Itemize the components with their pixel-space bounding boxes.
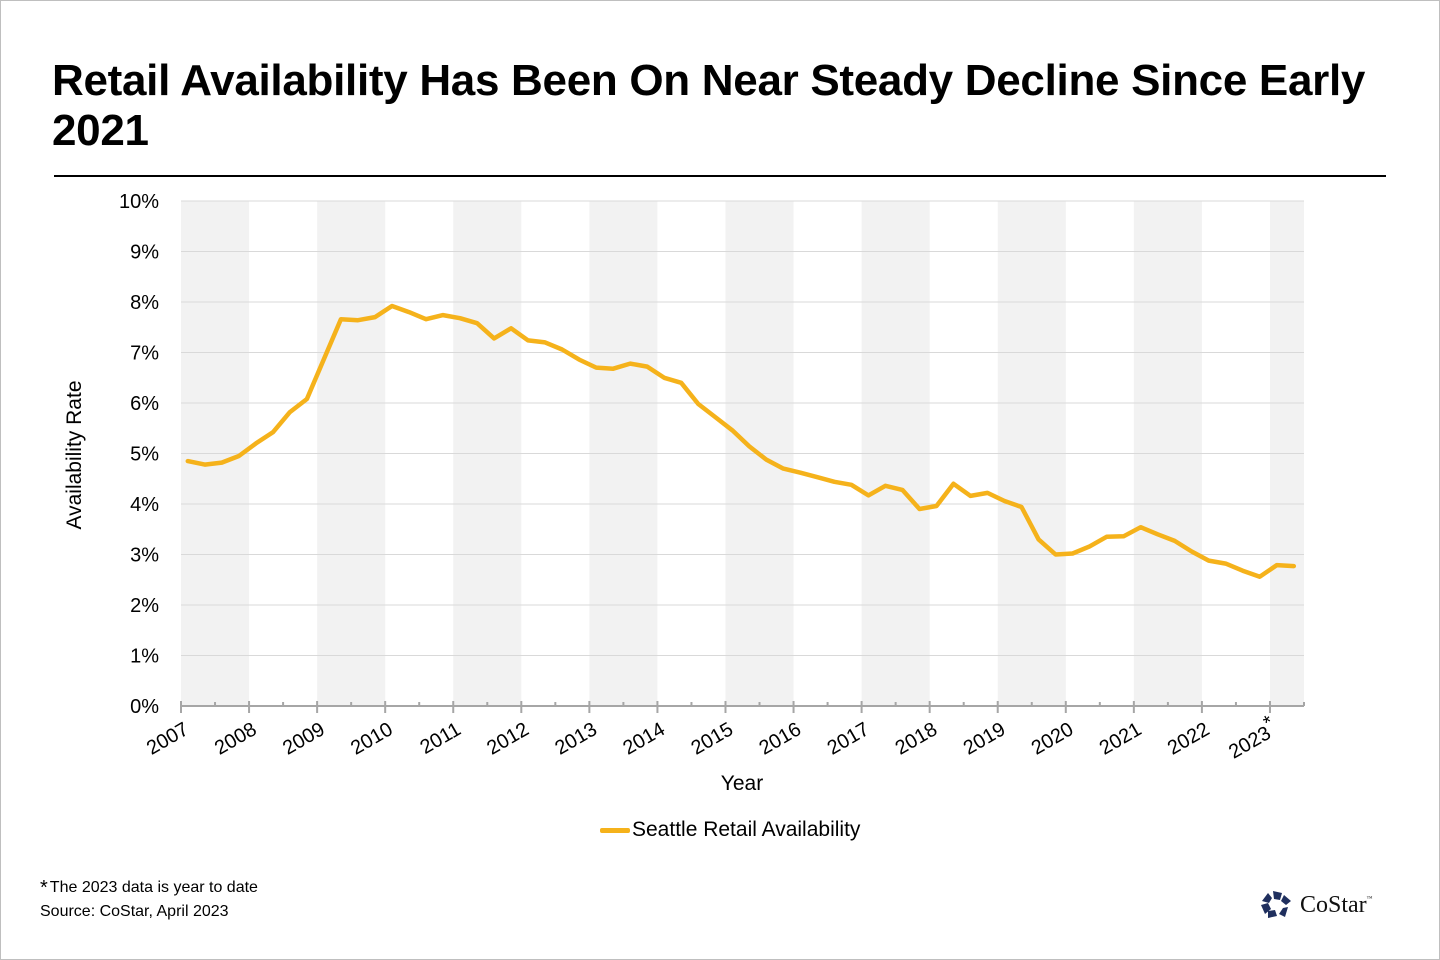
- x-tick-label: 2015: [687, 718, 737, 759]
- legend-swatch: [600, 827, 630, 833]
- x-tick-label: 2010: [347, 718, 397, 759]
- x-tick-label: 2008: [211, 718, 261, 759]
- y-tick-label: 6%: [130, 393, 159, 415]
- x-tick-label: 2016: [756, 718, 806, 759]
- chart-legend: Seattle Retail Availability: [600, 818, 860, 842]
- x-tick-label: 2018: [892, 718, 942, 759]
- y-tick-label: 5%: [130, 444, 159, 466]
- y-tick-label: 1%: [130, 646, 159, 668]
- y-tick-label: 2%: [130, 595, 159, 617]
- x-tick-label: 2014: [619, 718, 669, 759]
- footnote: * The 2023 data is year to date Source: C…: [40, 876, 258, 924]
- y-axis-label: Availability Rate: [63, 380, 86, 529]
- y-tick-label: 4%: [130, 494, 159, 516]
- x-tick-label: 2022: [1164, 718, 1214, 759]
- x-tick-label: 2020: [1028, 718, 1078, 759]
- x-tick-label: 2013: [551, 718, 601, 759]
- x-tick-label: 2009: [279, 718, 329, 759]
- y-tick-label: 9%: [130, 242, 159, 264]
- y-tick-label: 0%: [130, 696, 159, 718]
- x-tick-label: 2007: [143, 718, 193, 759]
- ytd-asterisk: *: [1260, 711, 1278, 734]
- x-tick-label: 2023*: [1221, 711, 1281, 763]
- y-tick-label: 7%: [130, 343, 159, 365]
- x-axis-label: Year: [721, 772, 763, 795]
- title-divider: [54, 175, 1386, 177]
- chart-title: Retail Availability Has Been On Near Ste…: [52, 56, 1366, 155]
- series-line-seattle-retail-availability: [185, 303, 1297, 579]
- source-text: Source: CoStar, April 2023: [40, 903, 229, 920]
- x-tick-label: 2019: [960, 718, 1010, 759]
- legend-label: Seattle Retail Availability: [632, 818, 861, 841]
- footnote-text: The 2023 data is year to date: [49, 879, 258, 896]
- y-tick-label: 10%: [119, 191, 159, 213]
- x-tick-label: 2012: [483, 718, 533, 759]
- gridlines: [181, 200, 1304, 656]
- series-layer: [185, 303, 1297, 579]
- costar-star-icon: [1261, 891, 1291, 918]
- x-axis: 2007 2008 2009 2010 2011 2012 2013 2014 2015 2016…: [143, 701, 1305, 763]
- y-tick-label: 8%: [130, 292, 159, 314]
- logo-wordmark: CoStar™: [1300, 891, 1373, 918]
- costar-logo: CoStar™: [1260, 890, 1373, 920]
- footnote-asterisk: *: [40, 877, 48, 899]
- y-axis-ticks: 0% 1% 2% 3% 4% 5% 6% 7% 8% 9% 10%: [119, 191, 159, 718]
- y-tick-label: 3%: [130, 545, 159, 567]
- x-tick-label: 2011: [416, 718, 464, 759]
- x-tick-label: 2021: [1096, 718, 1146, 759]
- x-tick-label: 2017: [824, 718, 874, 759]
